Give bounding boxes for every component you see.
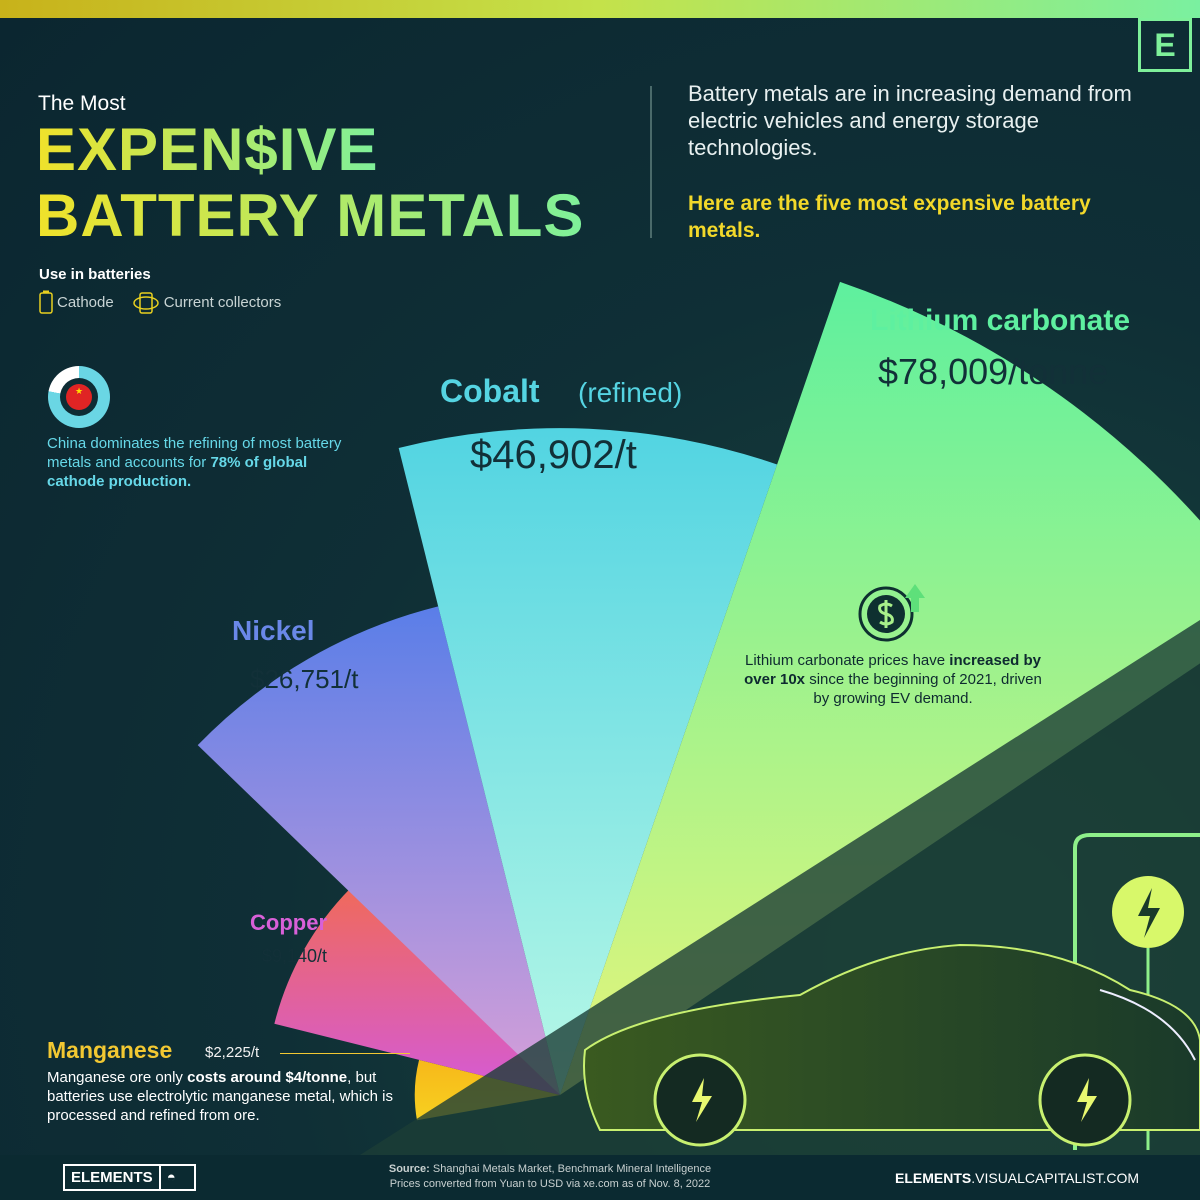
label-name: Cobalt — [440, 373, 540, 409]
china-note: China dominates the refining of most bat… — [47, 434, 347, 491]
legend-label: Current collectors — [163, 293, 282, 311]
wedge-cobalt — [398, 428, 778, 1095]
lithium-note: Lithium carbonate prices have increased … — [744, 652, 1042, 707]
source-note: Source: Shanghai Metals Market, Benchmar… — [388, 1163, 712, 1190]
title-kicker: The Most — [38, 92, 126, 115]
legend-item-current-collectors: Current collectors — [132, 290, 282, 314]
footer-brand-logo: ELEMENTS ◓ — [63, 1164, 196, 1191]
china-note-bold: 78% of global cathode production. — [47, 454, 308, 490]
china-flag-icon: ★ — [66, 384, 92, 410]
legend-title: Use in batteries — [39, 266, 151, 283]
value-label: $78,009/tonne — [878, 351, 1108, 392]
ev-car-illustration — [360, 620, 1200, 1155]
manganese-leader-line — [280, 1053, 410, 1054]
label-name: Nickel — [232, 615, 315, 646]
intro-highlight: Here are the five most expensive battery… — [688, 192, 1091, 242]
wedge-lithium-carbonate — [560, 281, 1200, 1095]
divider — [650, 86, 652, 238]
battery-icon — [39, 290, 53, 314]
footer-brand: ELEMENTS — [65, 1166, 161, 1189]
title-line-1: EXPEN$IVE — [36, 116, 379, 183]
manganese-title: Manganese — [47, 1037, 173, 1063]
value-label: $9,140/t — [262, 946, 327, 966]
vc-logo-icon: ◓ — [166, 1169, 176, 1186]
label-name: Lithium carbonate — [870, 304, 1130, 337]
dollar-up-icon — [858, 584, 925, 642]
elements-logo: E — [1138, 18, 1192, 72]
legend-item-cathode: Cathode — [39, 290, 114, 314]
legend-label: Cathode — [57, 293, 114, 311]
manganese-price: $2,225/t — [205, 1044, 260, 1061]
value-label: $46,902/t — [470, 433, 637, 477]
china-note-text: China dominates the refining of most bat… — [47, 435, 342, 471]
footer — [0, 1155, 1200, 1200]
intro-text: Battery metals are in increasing demand … — [688, 81, 1132, 160]
site-url[interactable]: ELEMENTS.VISUALCAPITALIST.COM — [895, 1170, 1140, 1186]
wedge-copper — [274, 886, 560, 1095]
wedge-nickel — [197, 606, 560, 1095]
value-label: $26,751/t — [250, 664, 359, 694]
battery-cycle-icon — [132, 292, 159, 314]
label-name: Copper — [250, 910, 327, 935]
china-share-donut-icon: ★ — [48, 366, 110, 428]
manganese-note: Manganese ore only costs around $4/tonne… — [47, 1069, 393, 1124]
top-gradient-bar — [0, 0, 1200, 18]
label-suffix: (refined) — [578, 377, 682, 408]
title-line-2: BATTERY METALS — [36, 182, 585, 249]
legend: Cathode Current collectors — [39, 290, 281, 314]
